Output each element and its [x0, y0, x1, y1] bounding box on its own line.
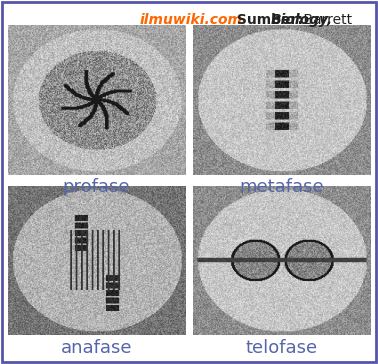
- Text: profase: profase: [63, 178, 130, 197]
- Text: Barrett: Barrett: [299, 13, 352, 27]
- Text: telofase: telofase: [246, 339, 318, 357]
- Text: Sumber:: Sumber:: [232, 13, 308, 27]
- Text: anafase: anafase: [60, 339, 132, 357]
- Text: metafase: metafase: [239, 178, 324, 197]
- Text: ilmuwiki.com: ilmuwiki.com: [140, 13, 243, 27]
- Text: Biology,: Biology,: [270, 13, 332, 27]
